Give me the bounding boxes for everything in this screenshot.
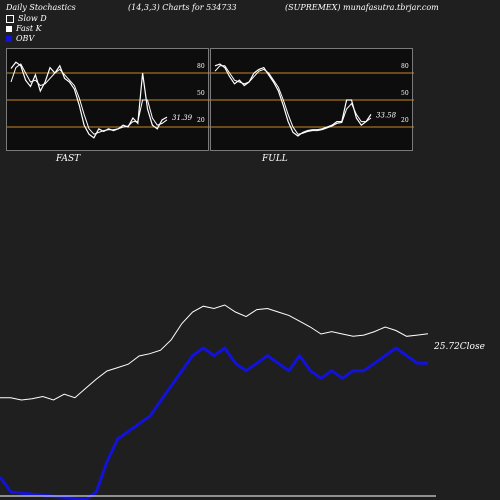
fast-stochastic-panel: 80 50 20 31.39 (6, 48, 210, 151)
obv-swatch (6, 35, 12, 42)
fast-stochastic-chart: 80 50 20 31.39 (7, 61, 210, 139)
close-price-line (0, 304, 429, 401)
full-panel-label: FULL (262, 154, 288, 164)
full-stochastic-chart: 80 50 20 33.58 (211, 63, 414, 137)
last-value-label: 31.39 (172, 114, 193, 122)
band-label: 20 (401, 117, 409, 124)
band-label: 50 (401, 90, 409, 97)
header-source: (SUPREMEX) munafasutra.tbrjar.com (285, 3, 439, 12)
series-line-fast-k (214, 63, 372, 137)
fast-k-swatch (6, 25, 12, 32)
legend-item-obv: OBV (6, 34, 34, 43)
close-value-label: 25.72Close (434, 342, 485, 352)
legend-label: Slow D (18, 14, 47, 23)
band-label: 20 (197, 117, 205, 124)
legend-item-fast-k: Fast K (6, 24, 42, 33)
series-line-fast-k (10, 61, 168, 139)
slow-d-swatch (6, 14, 14, 23)
band-label: 80 (197, 63, 205, 70)
series-line-slow-d (214, 65, 372, 135)
band-label: 50 (197, 90, 205, 97)
full-stochastic-panel: 80 50 20 33.58 (210, 48, 414, 151)
fast-panel-label: FAST (56, 154, 81, 164)
legend-item-slow-d: Slow D (6, 14, 47, 23)
header-symbol: (14,3,3) Charts for 534733 (128, 3, 237, 12)
last-value-label: 33.58 (376, 111, 397, 119)
series-line-slow-d (10, 63, 168, 135)
legend-label: Fast K (16, 24, 42, 33)
legend-label: OBV (16, 34, 35, 43)
header-title: Daily Stochastics (6, 3, 76, 12)
band-label: 80 (401, 63, 409, 70)
obv-line (0, 346, 428, 500)
